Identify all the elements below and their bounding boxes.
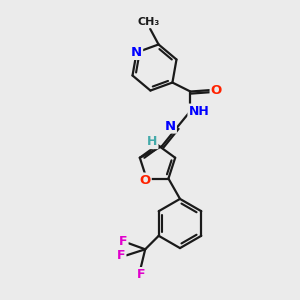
Text: H: H [147, 135, 158, 148]
Text: NH: NH [188, 104, 209, 118]
Text: F: F [119, 235, 128, 248]
Text: N: N [165, 119, 176, 133]
Text: N: N [131, 46, 142, 59]
Text: F: F [117, 249, 125, 262]
Text: CH₃: CH₃ [137, 17, 160, 27]
Text: F: F [136, 268, 145, 281]
Text: O: O [211, 83, 222, 97]
Text: O: O [140, 173, 151, 187]
